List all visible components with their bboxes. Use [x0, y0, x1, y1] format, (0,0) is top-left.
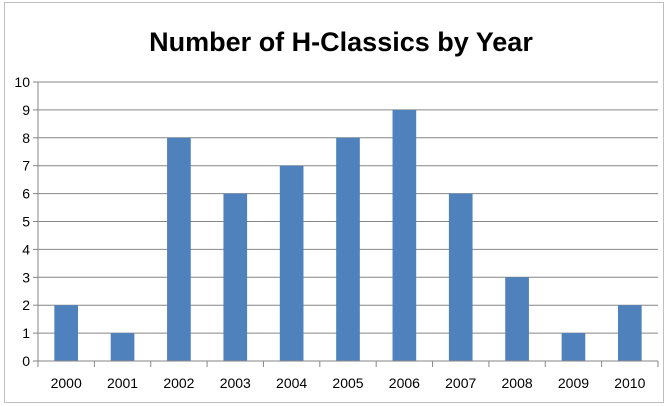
x-tick-label: 2003 [220, 375, 251, 391]
y-tick-label: 2 [22, 297, 30, 313]
bar-2004 [279, 165, 304, 361]
y-tick-label: 5 [22, 214, 30, 230]
y-tick-label: 7 [22, 158, 30, 174]
x-tick-label: 2001 [107, 375, 138, 391]
x-tick-label: 2002 [163, 375, 194, 391]
bar-2001 [110, 333, 135, 361]
x-tick-label: 2007 [445, 375, 476, 391]
bar-2002 [167, 137, 191, 361]
bar-2005 [336, 137, 360, 361]
bar-2007 [448, 193, 473, 361]
y-tick-labels: 0 1 2 3 4 5 6 7 8 9 10 [14, 74, 30, 369]
x-tick-label: 2010 [614, 375, 645, 391]
bar-2003 [223, 193, 248, 361]
axes [37, 82, 659, 367]
chart-title: Number of H-Classics by Year [149, 27, 533, 57]
x-tick-label: 2005 [332, 375, 363, 391]
x-tick-label: 2000 [51, 375, 82, 391]
bars [54, 109, 642, 362]
x-tick-labels: 2000 2001 2002 2003 2004 2005 2006 2007 2008 2009… [51, 375, 646, 391]
y-tick-label: 1 [22, 325, 30, 341]
y-tick-label: 10 [14, 74, 30, 90]
bar-2009 [561, 333, 586, 361]
x-tick-label: 2008 [502, 375, 533, 391]
bar-2000 [54, 305, 79, 361]
bar-2006 [392, 109, 417, 362]
x-tick-label: 2006 [389, 375, 420, 391]
bar-2008 [505, 277, 529, 361]
y-tick-label: 8 [22, 130, 30, 146]
y-tick-label: 4 [22, 241, 30, 257]
x-tick-label: 2009 [558, 375, 589, 391]
x-tick-label: 2004 [276, 375, 307, 391]
y-tick-label: 6 [22, 186, 30, 202]
y-tick-label: 9 [22, 102, 30, 118]
y-tick-label: 3 [22, 269, 30, 285]
bar-2010 [617, 305, 642, 361]
y-tick-label: 0 [22, 353, 30, 369]
